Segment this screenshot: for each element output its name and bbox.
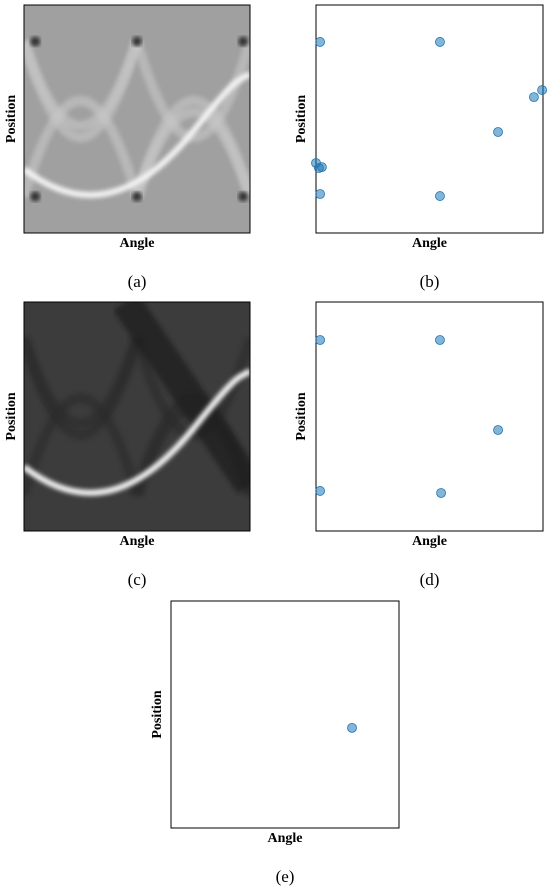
image-texture — [24, 337, 142, 429]
scatter-point — [435, 191, 445, 201]
y-axis-label: Position — [4, 392, 19, 440]
sinogram-image — [24, 5, 250, 233]
x-axis-label: Angle — [412, 236, 447, 251]
image-texture — [238, 36, 249, 47]
scatter-point — [315, 335, 325, 345]
image-texture — [132, 107, 250, 199]
x-axis-label: Angle — [268, 831, 303, 846]
y-axis-label: Position — [4, 95, 19, 143]
x-axis-label: Angle — [120, 236, 155, 251]
sinogram-image — [24, 302, 250, 531]
image-texture — [30, 191, 41, 202]
image-frame — [23, 4, 251, 234]
image-texture — [24, 39, 142, 131]
scatter-point — [435, 37, 445, 47]
y-axis-label: Position — [150, 690, 165, 738]
image-curve — [24, 368, 250, 496]
y-axis-label: Position — [294, 95, 309, 143]
plot-frame — [315, 301, 544, 532]
image-frame — [23, 301, 251, 532]
image-texture — [113, 302, 250, 494]
image-texture — [132, 191, 142, 202]
scatter-point — [436, 488, 446, 498]
panel-caption: (c) — [128, 570, 147, 589]
x-axis-label: Angle — [412, 534, 447, 549]
scatter-point — [529, 92, 539, 103]
scatter-point — [315, 486, 325, 496]
panel-caption: (e) — [276, 867, 295, 886]
scatter-point — [317, 162, 327, 173]
plot-frame — [315, 4, 544, 234]
scatter-point — [315, 189, 325, 199]
image-texture — [238, 191, 249, 202]
scatter-point — [493, 425, 503, 435]
image-curve — [24, 71, 250, 198]
image-texture — [24, 95, 142, 198]
y-axis-label: Position — [294, 392, 309, 440]
scatter-point — [347, 722, 357, 733]
x-axis-label: Angle — [120, 534, 155, 549]
panel-caption: (b) — [420, 272, 440, 291]
image-texture — [30, 36, 41, 47]
image-texture — [132, 36, 142, 47]
image-texture — [24, 393, 142, 496]
scatter-point — [435, 335, 445, 345]
panel-caption: (d) — [420, 570, 440, 589]
panel-caption: (a) — [128, 272, 147, 291]
scatter-point — [493, 127, 503, 137]
scatter-point — [315, 37, 325, 47]
plot-frame — [170, 600, 400, 829]
scatter-point — [537, 85, 547, 95]
